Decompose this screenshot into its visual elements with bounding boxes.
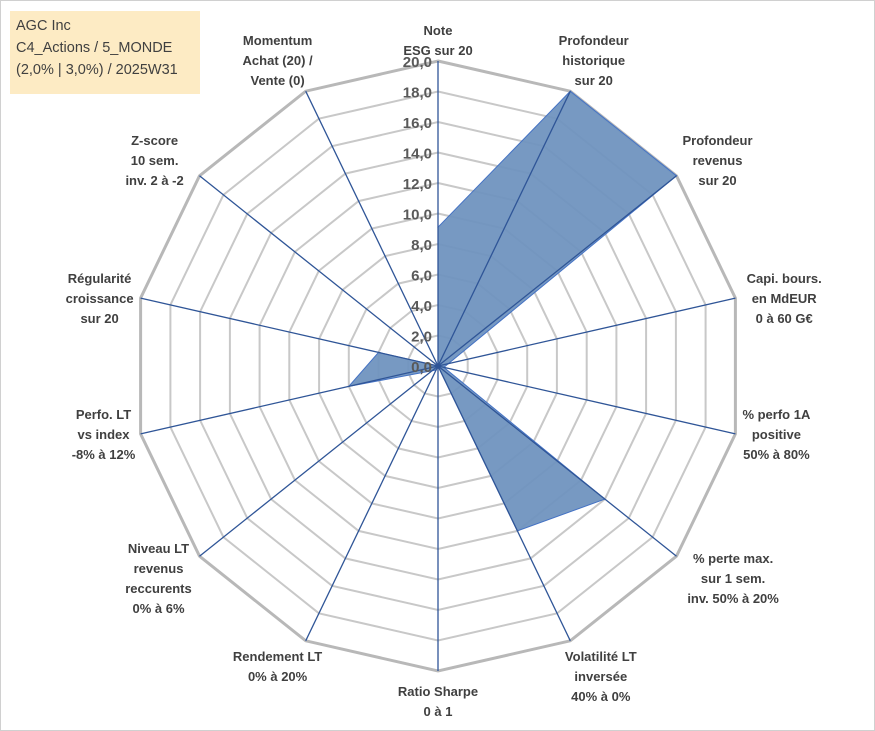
axis-label-line: inversée xyxy=(574,669,627,684)
axis-label-line: ESG sur 20 xyxy=(403,43,472,58)
radial-tick-label: 12,0 xyxy=(403,176,432,193)
axis-label-line: % perte max. xyxy=(693,551,773,566)
radial-tick-label: 18,0 xyxy=(403,85,432,102)
axis-label-line: inv. 2 à -2 xyxy=(125,173,183,188)
axis-label-line: Niveau LT xyxy=(128,541,189,556)
axis-label-line: sur 20 xyxy=(80,311,118,326)
radar-spoke xyxy=(140,365,439,435)
axis-label-line: reccurents xyxy=(125,581,191,596)
axis-label-line: Z-score xyxy=(131,133,178,148)
axis-label-line: sur 20 xyxy=(698,173,736,188)
axis-label-line: en MdEUR xyxy=(752,291,818,306)
axis-label-line: 0 à 1 xyxy=(424,704,453,719)
axis-label: Profondeur historique sur 20 xyxy=(559,33,629,88)
radar-spoke xyxy=(140,297,439,367)
radial-tick-label: 8,0 xyxy=(411,237,432,254)
axis-label-line: revenus xyxy=(134,561,184,576)
axis-label-line: % perfo 1A xyxy=(742,407,811,422)
axis-label-line: Perfo. LT xyxy=(76,407,131,422)
axis-label-line: Vente (0) xyxy=(251,73,305,88)
axis-label-line: inv. 50% à 20% xyxy=(687,591,779,606)
axis-label-line: croissance xyxy=(66,291,134,306)
axis-label-line: Capi. bours. xyxy=(747,271,822,286)
radar-spoke xyxy=(437,365,736,435)
axis-label: Profondeur revenus sur 20 xyxy=(682,133,752,188)
axis-label-line: Achat (20) / xyxy=(243,53,313,68)
radar-spoke xyxy=(305,365,439,642)
axis-label-line: Profondeur xyxy=(559,33,629,48)
axis-label-line: Ratio Sharpe xyxy=(398,684,478,699)
axis-label-line: 40% à 0% xyxy=(571,689,631,704)
radar-data-area xyxy=(347,90,678,532)
radar-spoke xyxy=(199,365,439,557)
axis-label-line: sur 20 xyxy=(575,73,613,88)
axis-label-line: 50% à 80% xyxy=(743,447,810,462)
axis-label-line: sur 1 sem. xyxy=(701,571,765,586)
radar-spoke xyxy=(199,175,439,367)
radial-tick-label: 0,0 xyxy=(411,359,432,376)
axis-label-line: -8% à 12% xyxy=(72,447,136,462)
title-company: AGC Inc xyxy=(16,18,71,34)
axis-label: % perfo 1A positive 50% à 80% xyxy=(742,407,811,462)
chart-title-box: AGC Inc C4_Actions / 5_MONDE (2,0% | 3,0… xyxy=(10,11,200,94)
axis-label-line: 10 sem. xyxy=(131,153,179,168)
radial-tick-label: 14,0 xyxy=(403,146,432,163)
axis-label-line: 0 à 60 G€ xyxy=(756,311,813,326)
axis-label-line: Volatilité LT xyxy=(565,649,637,664)
axis-label-line: Régularité xyxy=(68,271,132,286)
radial-tick-label: 10,0 xyxy=(403,207,432,224)
radial-tick-label: 6,0 xyxy=(411,268,432,285)
radar-spoke xyxy=(437,297,736,367)
axis-label-line: positive xyxy=(752,427,801,442)
axis-label: Z-score 10 sem. inv. 2 à -2 xyxy=(125,133,183,188)
radar-spoke xyxy=(305,90,439,367)
radial-tick-label: 4,0 xyxy=(411,298,432,315)
axis-label-line: revenus xyxy=(693,153,743,168)
title-category: C4_Actions / 5_MONDE xyxy=(16,40,173,56)
axis-label-line: vs index xyxy=(77,427,130,442)
axis-label: Ratio Sharpe 0 à 1 xyxy=(398,684,478,719)
axis-label: Note ESG sur 20 xyxy=(403,23,472,58)
axis-label: Momentum Achat (20) / Vente (0) xyxy=(243,33,313,88)
radar-spoke xyxy=(437,365,571,642)
axis-label-line: Profondeur xyxy=(682,133,752,148)
radial-tick-label: 16,0 xyxy=(403,115,432,132)
radar-spoke xyxy=(437,90,571,367)
axis-label-line: 0% à 6% xyxy=(132,601,184,616)
radar-spoke xyxy=(437,175,677,367)
radial-tick-label: 20,0 xyxy=(403,54,432,71)
axis-label-line: Note xyxy=(424,23,453,38)
axis-label: Niveau LT revenus reccurents 0% à 6% xyxy=(125,541,191,616)
axis-label: Volatilité LT inversée 40% à 0% xyxy=(565,649,637,704)
axis-label: Capi. bours. en MdEUR 0 à 60 G€ xyxy=(747,271,822,326)
axis-label: % perte max. sur 1 sem. inv. 50% à 20% xyxy=(687,551,779,606)
axis-label: Régularité croissance sur 20 xyxy=(66,271,134,326)
title-params: (2,0% | 3,0%) / 2025W31 xyxy=(16,62,178,78)
axis-label: Rendement LT 0% à 20% xyxy=(233,649,322,684)
radar-spoke xyxy=(437,365,677,557)
axis-label-line: Momentum xyxy=(243,33,312,48)
radial-tick-label: 2,0 xyxy=(411,329,432,346)
axis-label-line: historique xyxy=(562,53,625,68)
axis-label: Perfo. LT vs index -8% à 12% xyxy=(72,407,136,462)
axis-label-line: Rendement LT xyxy=(233,649,322,664)
axis-label-line: 0% à 20% xyxy=(248,669,308,684)
